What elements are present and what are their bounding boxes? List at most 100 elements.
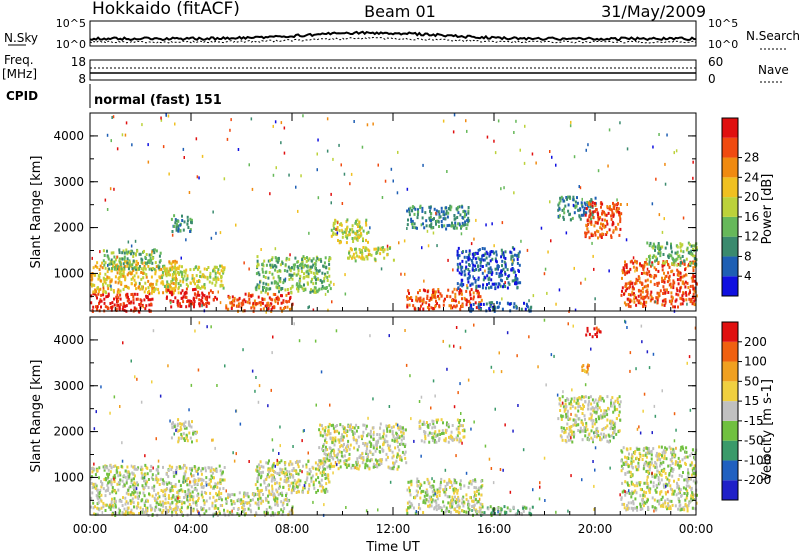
range-gate-cell (606, 205, 609, 209)
range-gate-cell (168, 290, 171, 294)
range-gate-cell (104, 281, 107, 285)
range-gate-cell (315, 278, 317, 282)
range-gate-cell (267, 259, 270, 263)
range-gate-cell (90, 282, 92, 286)
range-gate-cell (680, 297, 683, 301)
range-gate-cell (667, 291, 670, 294)
range-gate-cell (107, 287, 110, 291)
range-gate-cell (332, 221, 335, 225)
range-gate-cell (280, 468, 283, 472)
range-gate-cell (654, 259, 656, 263)
range-gate-cell (693, 289, 696, 293)
range-gate-cell (233, 296, 236, 300)
range-gate-cell (241, 510, 244, 514)
range-gate-cell (164, 501, 167, 505)
range-gate-cell (180, 296, 183, 300)
range-gate-cell (503, 186, 505, 190)
range-gate-cell (273, 470, 275, 473)
range-gate-cell (490, 272, 493, 276)
range-gate-cell (465, 249, 468, 253)
range-gate-cell (137, 286, 140, 290)
range-gate-cell (399, 425, 402, 429)
range-gate-cell (336, 226, 339, 229)
range-gate-cell (114, 503, 117, 507)
range-gate-cell (273, 305, 276, 309)
range-gate-cell (440, 223, 443, 227)
range-gate-cell (477, 304, 480, 308)
range-gate-cell (622, 267, 625, 271)
range-gate-cell (197, 290, 200, 294)
range-gate-cell (477, 291, 480, 295)
range-gate-cell (237, 148, 240, 151)
range-gate-cell (133, 474, 136, 478)
range-gate-cell (251, 293, 254, 297)
range-gate-cell (469, 496, 472, 500)
range-gate-cell (120, 464, 123, 468)
range-gate-cell (333, 443, 336, 447)
range-gate-cell (166, 280, 169, 284)
range-gate-cell (324, 439, 326, 443)
range-gate-cell (446, 215, 449, 219)
range-gate-cell (248, 163, 250, 167)
range-gate-cell (511, 254, 514, 258)
range-gate-cell (314, 461, 317, 465)
range-gate-cell (443, 479, 446, 483)
range-gate-cell (678, 289, 681, 293)
range-gate-cell (287, 291, 290, 295)
range-gate-cell (355, 460, 358, 464)
range-gate-cell (354, 259, 357, 263)
range-gate-cell (610, 217, 613, 221)
range-gate-cell (639, 293, 642, 297)
range-gate-cell (512, 270, 515, 274)
range-gate-cell (271, 468, 274, 472)
range-gate-cell (687, 286, 690, 289)
range-gate-cell (421, 299, 423, 303)
range-gate-cell (389, 444, 391, 448)
range-gate-cell (303, 283, 305, 287)
range-gate-cell (659, 254, 662, 258)
range-gate-cell (468, 249, 471, 253)
range-gate-cell (192, 501, 195, 505)
range-gate-cell (274, 512, 277, 516)
range-gate-cell (640, 264, 643, 268)
range-gate-cell (460, 424, 463, 427)
range-gate-cell (198, 293, 201, 297)
range-gate-cell (162, 465, 164, 469)
range-gate-cell (118, 248, 121, 252)
range-gate-cell (467, 256, 470, 260)
range-gate-cell (94, 512, 97, 516)
range-gate-cell (312, 263, 315, 267)
range-gate-cell (244, 300, 247, 304)
range-gate-cell (670, 299, 673, 303)
range-gate-cell (122, 267, 125, 271)
range-gate-cell (469, 297, 472, 301)
range-gate-cell (348, 230, 351, 234)
range-gate-cell (438, 439, 440, 443)
range-gate-cell (141, 510, 144, 514)
range-gate-cell (277, 282, 280, 286)
range-gate-cell (209, 491, 212, 495)
range-gate-cell (409, 493, 412, 497)
range-gate-cell (164, 506, 167, 510)
range-gate-cell (135, 265, 138, 269)
range-gate-cell (126, 261, 129, 265)
range-gate-cell (499, 274, 502, 278)
range-gate-cell (112, 115, 115, 119)
range-gate-cell (132, 491, 135, 495)
range-gate-cell (218, 510, 221, 514)
range-gate-cell (92, 283, 95, 287)
range-gate-cell (414, 226, 417, 230)
range-gate-cell (173, 425, 176, 429)
range-gate-cell (479, 267, 482, 271)
range-gate-cell (104, 272, 107, 276)
range-gate-cell (597, 215, 600, 219)
range-gate-cell (383, 256, 386, 260)
range-gate-cell (339, 459, 342, 463)
range-gate-cell (685, 248, 688, 252)
range-gate-cell (117, 507, 120, 511)
range-gate-cell (479, 264, 482, 268)
range-gate-cell (440, 220, 443, 223)
range-gate-cell (274, 268, 277, 272)
range-gate-cell (693, 244, 696, 248)
range-gate-cell (416, 213, 419, 217)
